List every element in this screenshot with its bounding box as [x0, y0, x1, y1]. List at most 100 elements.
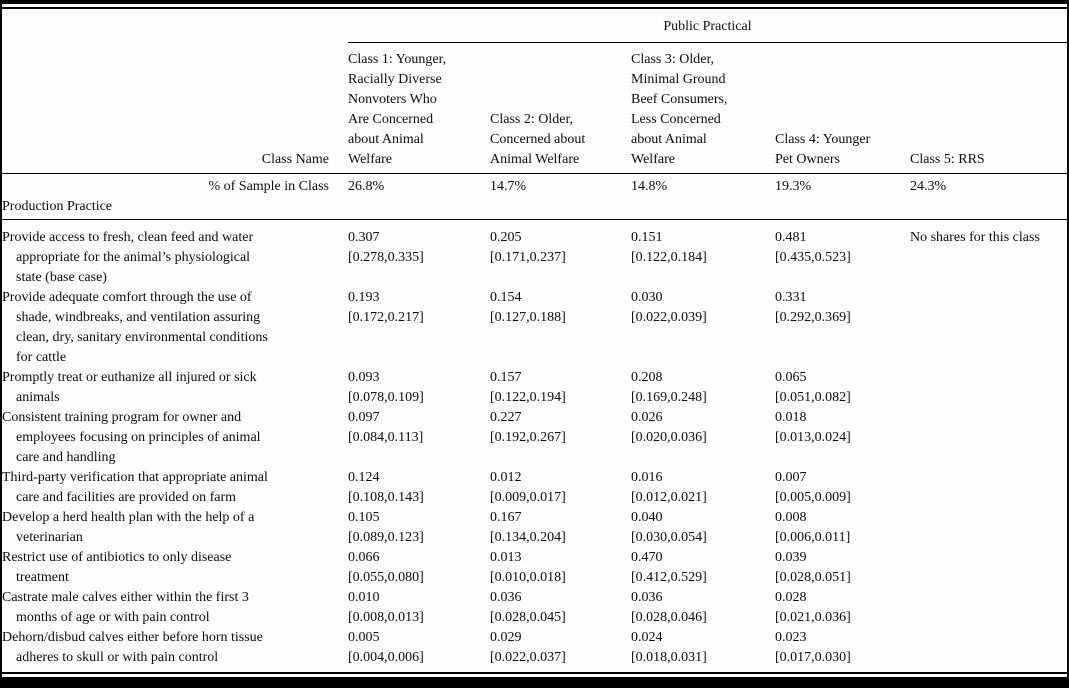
- class-2-header: Class 2: Older, Concerned about Animal W…: [490, 112, 586, 167]
- confidence-interval: [0.078,0.109]: [348, 390, 424, 405]
- share-value: 0.065: [775, 370, 807, 385]
- share-value: 0.167: [490, 510, 522, 525]
- group-header-row: Public Practical: [2, 9, 1067, 43]
- value-cell: 0.016 [0.012,0.021]: [631, 468, 775, 508]
- share-value: 0.029: [490, 630, 522, 645]
- confidence-interval: [0.009,0.017]: [490, 490, 566, 505]
- share-value: 0.105: [348, 510, 380, 525]
- table-row: Third-party verification that appropriat…: [2, 468, 1067, 508]
- share-value: 0.013: [490, 550, 522, 565]
- value-cell: 0.010 [0.008,0.013]: [348, 588, 490, 628]
- confidence-interval: [0.004,0.006]: [348, 650, 424, 665]
- practice-cell: Provide access to fresh, clean feed and …: [2, 230, 254, 285]
- share-value: 0.016: [631, 470, 663, 485]
- confidence-interval: [0.169,0.248]: [631, 390, 707, 405]
- confidence-interval: [0.171,0.237]: [490, 250, 566, 265]
- value-cell: 0.040 [0.030,0.054]: [631, 508, 775, 548]
- sample-value: 26.8%: [348, 179, 385, 194]
- share-value: 0.208: [631, 370, 663, 385]
- share-value: 0.124: [348, 470, 380, 485]
- class5-note: [910, 288, 1067, 368]
- group-header: Public Practical: [348, 9, 1067, 43]
- class5-note: [910, 368, 1067, 408]
- share-value: 0.030: [631, 290, 663, 305]
- sample-value: 14.8%: [631, 179, 668, 194]
- confidence-interval: [0.008,0.013]: [348, 610, 424, 625]
- class5-note: [910, 508, 1067, 548]
- class-header-row: Class Name Class 1: Younger, Racially Di…: [2, 43, 1067, 174]
- confidence-interval: [0.435,0.523]: [775, 250, 851, 265]
- value-cell: 0.157 [0.122,0.194]: [490, 368, 631, 408]
- confidence-interval: [0.030,0.054]: [631, 530, 707, 545]
- value-cell: 0.331 [0.292,0.369]: [775, 288, 910, 368]
- table-row: Restrict use of antibiotics to only dise…: [2, 548, 1067, 588]
- sample-value: 24.3%: [910, 179, 947, 194]
- share-value: 0.481: [775, 230, 807, 245]
- value-cell: 0.307 [0.278,0.335]: [348, 228, 490, 288]
- confidence-interval: [0.018,0.031]: [631, 650, 707, 665]
- practice-cell: Consistent training program for owner an…: [2, 410, 261, 465]
- share-value: 0.154: [490, 290, 522, 305]
- share-value: 0.026: [631, 410, 663, 425]
- share-value: 0.151: [631, 230, 663, 245]
- value-cell: 0.105 [0.089,0.123]: [348, 508, 490, 548]
- share-value: 0.039: [775, 550, 807, 565]
- practice-cell: Promptly treat or euthanize all injured …: [2, 370, 257, 405]
- class-4-header: Class 4: Younger Pet Owners: [775, 132, 871, 167]
- share-value: 0.093: [348, 370, 380, 385]
- value-cell: 0.124 [0.108,0.143]: [348, 468, 490, 508]
- share-value: 0.012: [490, 470, 522, 485]
- share-value: 0.331: [775, 290, 807, 305]
- confidence-interval: [0.172,0.217]: [348, 310, 424, 325]
- share-value: 0.036: [490, 590, 522, 605]
- share-value: 0.010: [348, 590, 380, 605]
- practice-cell: Castrate male calves either within the f…: [2, 590, 249, 625]
- value-cell: 0.023 [0.017,0.030]: [775, 628, 910, 668]
- confidence-interval: [0.084,0.113]: [348, 430, 424, 445]
- share-value: 0.008: [775, 510, 807, 525]
- value-cell: 0.012 [0.009,0.017]: [490, 468, 631, 508]
- class5-note: [910, 408, 1067, 468]
- value-cell: 0.065 [0.051,0.082]: [775, 368, 910, 408]
- confidence-interval: [0.010,0.018]: [490, 570, 566, 585]
- class-3-header: Class 3: Older, Minimal Ground Beef Cons…: [631, 52, 728, 167]
- table-row: Provide access to fresh, clean feed and …: [2, 228, 1067, 288]
- confidence-interval: [0.005,0.009]: [775, 490, 851, 505]
- value-cell: 0.039 [0.028,0.051]: [775, 548, 910, 588]
- value-cell: 0.205 [0.171,0.237]: [490, 228, 631, 288]
- confidence-interval: [0.089,0.123]: [348, 530, 424, 545]
- value-cell: 0.036 [0.028,0.045]: [490, 588, 631, 628]
- value-cell: 0.167 [0.134,0.204]: [490, 508, 631, 548]
- confidence-interval: [0.127,0.188]: [490, 310, 566, 325]
- value-cell: 0.026 [0.020,0.036]: [631, 408, 775, 468]
- share-value: 0.097: [348, 410, 380, 425]
- value-cell: 0.154 [0.127,0.188]: [490, 288, 631, 368]
- class5-note: No shares for this class: [910, 230, 1040, 245]
- share-value: 0.028: [775, 590, 807, 605]
- class-1-header: Class 1: Younger, Racially Diverse Nonvo…: [348, 52, 447, 167]
- confidence-interval: [0.012,0.021]: [631, 490, 707, 505]
- confidence-interval: [0.022,0.037]: [490, 650, 566, 665]
- value-cell: 0.018 [0.013,0.024]: [775, 408, 910, 468]
- confidence-interval: [0.122,0.194]: [490, 390, 566, 405]
- value-cell: 0.470 [0.412,0.529]: [631, 548, 775, 588]
- value-cell: 0.208 [0.169,0.248]: [631, 368, 775, 408]
- confidence-interval: [0.192,0.267]: [490, 430, 566, 445]
- table-row: Castrate male calves either within the f…: [2, 588, 1067, 628]
- confidence-interval: [0.134,0.204]: [490, 530, 566, 545]
- class5-note: [910, 468, 1067, 508]
- sample-labels: % of Sample in Class Production Practice: [2, 177, 348, 217]
- share-value: 0.066: [348, 550, 380, 565]
- confidence-interval: [0.292,0.369]: [775, 310, 851, 325]
- class-5-header: Class 5: RRS: [910, 152, 985, 167]
- confidence-interval: [0.412,0.529]: [631, 570, 707, 585]
- value-cell: 0.097 [0.084,0.113]: [348, 408, 490, 468]
- class5-note: [910, 548, 1067, 588]
- value-cell: 0.008 [0.006,0.011]: [775, 508, 910, 548]
- class5-note: [910, 588, 1067, 628]
- confidence-interval: [0.006,0.011]: [775, 530, 851, 545]
- table-row: Promptly treat or euthanize all injured …: [2, 368, 1067, 408]
- table-row: Consistent training program for owner an…: [2, 408, 1067, 468]
- table-row: Dehorn/disbud calves either before horn …: [2, 628, 1067, 668]
- confidence-interval: [0.021,0.036]: [775, 610, 851, 625]
